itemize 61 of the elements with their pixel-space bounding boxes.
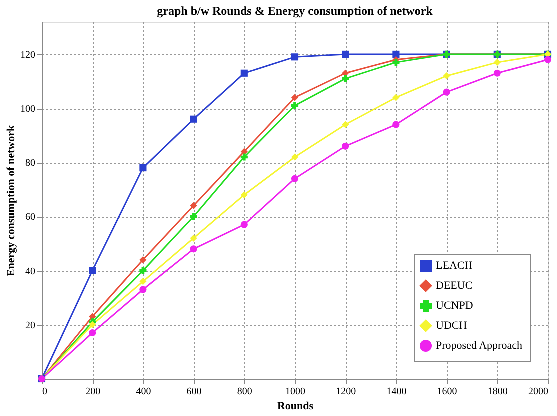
point	[342, 142, 350, 150]
legend-label: UDCH	[436, 320, 468, 332]
x-tick-label: 1400	[386, 386, 407, 398]
point	[190, 246, 198, 253]
x-tick-label: 1200	[336, 386, 356, 398]
point	[443, 72, 450, 80]
point	[392, 121, 400, 128]
point	[89, 329, 96, 337]
x-tick-label: 1600	[437, 386, 458, 398]
point	[190, 213, 198, 220]
point	[392, 94, 400, 102]
point	[392, 59, 400, 66]
x-axis-title: Rounds	[277, 400, 314, 412]
point	[342, 121, 350, 128]
point	[240, 70, 248, 77]
x-tick-label: 200	[86, 386, 101, 398]
y-axis-title: Energy consumption of network	[6, 124, 18, 277]
y-tick-label: 80	[26, 158, 36, 170]
point	[494, 59, 501, 66]
x-tick-label: 400	[136, 386, 152, 398]
y-tick-label: 60	[26, 212, 36, 224]
x-tick-label: 0	[42, 386, 48, 398]
x-tick-label: 2000	[528, 386, 548, 398]
legend-label: UCNPD	[436, 300, 474, 312]
point	[342, 75, 350, 82]
point	[494, 70, 501, 77]
point	[291, 54, 299, 61]
point	[291, 94, 299, 102]
point	[190, 234, 198, 242]
point	[291, 175, 299, 182]
y-tick-label: 20	[26, 320, 36, 332]
x-tick-label: 1800	[488, 386, 508, 398]
point	[89, 267, 96, 274]
point	[544, 56, 552, 64]
y-tick-label: 100	[20, 104, 36, 116]
legend-label: Proposed Approach	[436, 340, 523, 352]
point	[291, 154, 299, 161]
point	[190, 116, 198, 123]
point	[240, 154, 248, 161]
point	[443, 88, 450, 96]
legend-label: LEACH	[436, 260, 473, 272]
point	[140, 286, 147, 294]
point	[140, 164, 147, 172]
y-tick-label: 120	[20, 50, 36, 61]
point	[291, 102, 299, 110]
legend-label: DEEUC	[436, 280, 473, 292]
point	[190, 202, 198, 210]
point	[89, 321, 96, 328]
x-tick-label: 1000	[286, 386, 306, 398]
chart-title: graph b/w Rounds & Energy consumption of network	[157, 4, 434, 18]
point	[342, 50, 350, 58]
point	[342, 70, 350, 77]
x-tick-label: 600	[186, 386, 202, 398]
point	[140, 267, 147, 274]
point	[240, 192, 248, 199]
x-tick-label: 800	[237, 386, 252, 398]
y-tick-label: 40	[26, 266, 36, 278]
point	[240, 221, 248, 228]
point	[392, 50, 400, 58]
point	[140, 278, 147, 286]
point	[140, 256, 147, 264]
